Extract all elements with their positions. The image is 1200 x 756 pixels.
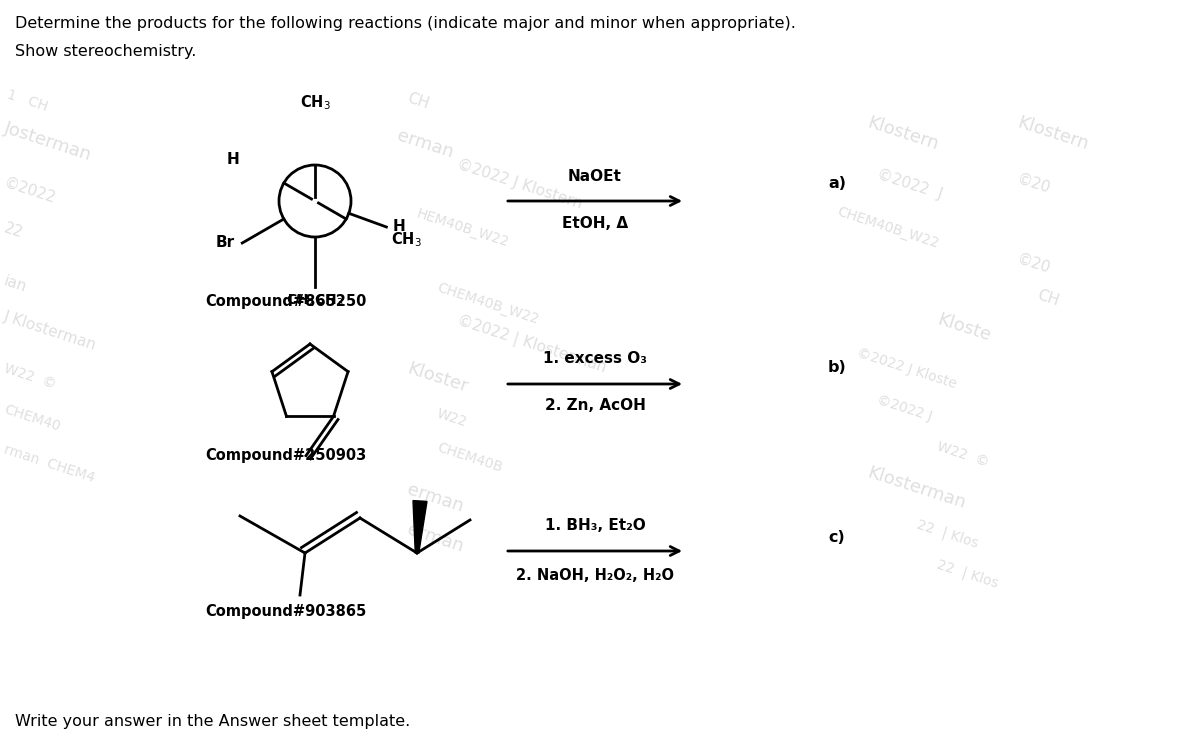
Text: ©2022 J Kloste: ©2022 J Kloste xyxy=(856,345,959,391)
Text: 22  | Klos: 22 | Klos xyxy=(935,557,1000,590)
Text: ©2022  J: ©2022 J xyxy=(875,166,944,202)
Text: H: H xyxy=(227,153,240,168)
Text: c): c) xyxy=(828,531,845,546)
Text: Determine the products for the following reactions (indicate major and minor whe: Determine the products for the following… xyxy=(14,16,796,31)
Text: 1. BH₃, Et₂O: 1. BH₃, Et₂O xyxy=(545,518,646,533)
Text: CHEM40B_W22: CHEM40B_W22 xyxy=(835,205,941,251)
Text: CH$_3$: CH$_3$ xyxy=(390,231,421,249)
Text: HEM40B_W22: HEM40B_W22 xyxy=(415,206,511,249)
Text: rman  CHEM4: rman CHEM4 xyxy=(2,443,96,485)
Text: ©2022 | Klosterman: ©2022 | Klosterman xyxy=(455,312,608,376)
Text: Josterman: Josterman xyxy=(2,119,94,163)
Text: 22  | Klos: 22 | Klos xyxy=(916,517,980,550)
Text: J Klosterman: J Klosterman xyxy=(2,309,98,353)
Text: 2. Zn, AcOH: 2. Zn, AcOH xyxy=(545,398,646,413)
Text: Kloste: Kloste xyxy=(935,311,994,345)
Text: 1. excess O₃: 1. excess O₃ xyxy=(542,351,647,366)
Text: 2. NaOH, H₂O₂, H₂O: 2. NaOH, H₂O₂, H₂O xyxy=(516,568,674,583)
Text: ©20: ©20 xyxy=(1015,252,1052,277)
Text: Kloster: Kloster xyxy=(406,360,470,396)
Text: NaOEt: NaOEt xyxy=(568,169,622,184)
Text: CHEM40: CHEM40 xyxy=(2,402,62,434)
Text: EtOH, Δ: EtOH, Δ xyxy=(562,216,628,231)
Text: W22: W22 xyxy=(434,407,469,429)
Text: Klostern: Klostern xyxy=(1015,114,1091,154)
Text: erman: erman xyxy=(406,520,466,556)
Text: CH: CH xyxy=(1034,287,1061,308)
Text: Compound#865250: Compound#865250 xyxy=(205,294,366,309)
Text: b): b) xyxy=(828,361,847,376)
Text: CHEM40B: CHEM40B xyxy=(434,441,504,476)
Text: ©20: ©20 xyxy=(1015,172,1052,197)
Text: CHEM40B_W22: CHEM40B_W22 xyxy=(434,281,540,327)
Text: ian: ian xyxy=(2,273,29,295)
Text: CH: CH xyxy=(406,91,431,112)
Text: erman: erman xyxy=(395,126,456,162)
Text: Show stereochemistry.: Show stereochemistry. xyxy=(14,44,197,59)
Text: ©2022 J: ©2022 J xyxy=(875,392,934,423)
Text: a): a) xyxy=(828,176,846,191)
Text: Klostern: Klostern xyxy=(865,114,941,154)
Text: ©2022: ©2022 xyxy=(2,175,58,206)
Text: ©2022 J Klostern: ©2022 J Klostern xyxy=(455,156,584,212)
Text: Write your answer in the Answer sheet template.: Write your answer in the Answer sheet te… xyxy=(14,714,410,729)
Text: CH$_3$: CH$_3$ xyxy=(300,93,330,112)
Polygon shape xyxy=(413,500,427,553)
Text: W22  ©: W22 © xyxy=(935,439,990,469)
Text: W22  ©: W22 © xyxy=(2,361,58,391)
Text: Klosterman: Klosterman xyxy=(865,463,968,513)
Text: Compound#903865: Compound#903865 xyxy=(205,604,366,619)
Text: 22: 22 xyxy=(2,221,25,241)
Text: Compound#250903: Compound#250903 xyxy=(205,448,366,463)
Text: H: H xyxy=(392,219,406,234)
Text: CH$_2$CH$_3$: CH$_2$CH$_3$ xyxy=(286,293,344,309)
Text: Br: Br xyxy=(215,236,234,250)
Text: 1   CH: 1 CH xyxy=(5,88,49,114)
Text: erman: erman xyxy=(406,481,466,516)
